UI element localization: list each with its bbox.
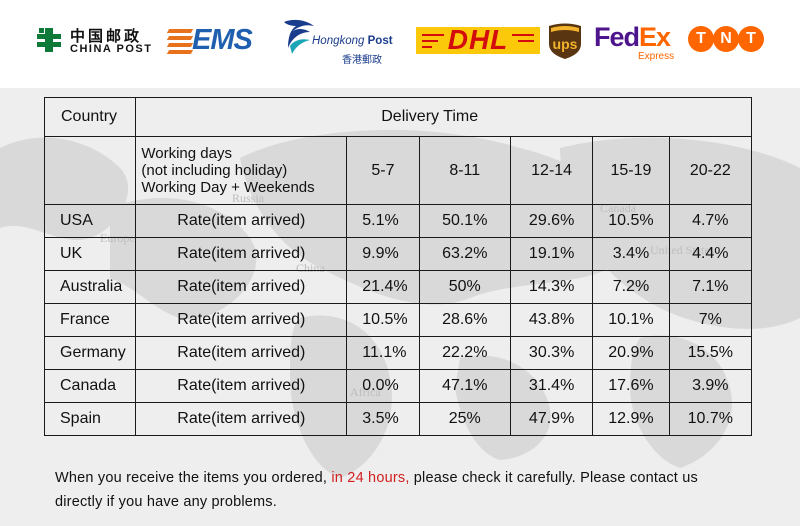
- rate-value-cell: 22.2%: [418, 336, 511, 370]
- country-cell: France: [43, 303, 137, 337]
- hongkong-post-chinese-name: 香港郵政: [342, 55, 382, 66]
- rate-value-cell: 7.2%: [592, 270, 670, 304]
- rate-value-cell: 25%: [418, 402, 511, 436]
- hongkong-post-logo: Hongkong Post 香港郵政: [280, 16, 393, 66]
- country-cell: USA: [43, 204, 137, 238]
- rate-value-cell: 0.0%: [346, 369, 420, 403]
- fedex-express-label: Express: [638, 51, 675, 62]
- rate-label-cell: Rate(item arrived): [135, 369, 348, 403]
- table-row: Germany Rate(item arrived) 11.1% 22.2% 30.3%…: [43, 336, 753, 370]
- rate-value-cell: 29.6%: [509, 204, 594, 238]
- fedex-wordmark: FedEx: [594, 22, 671, 52]
- hongkong-post-english-name: Hongkong Post: [312, 35, 393, 47]
- table-row: Canada Rate(item arrived) 0.0% 47.1% 31.4% 17…: [43, 369, 753, 403]
- rate-value-cell: 7%: [668, 303, 753, 337]
- rate-value-cell: 7.1%: [668, 270, 753, 304]
- rate-label-cell: Rate(item arrived): [135, 237, 348, 271]
- rate-value-cell: 4.7%: [668, 204, 753, 238]
- rate-label-cell: Rate(item arrived): [135, 336, 348, 370]
- range-header: 5-7: [346, 136, 420, 205]
- footer-line-2: directly if you have any problems.: [55, 494, 277, 510]
- footer-notice: When you receive the items you ordered, …: [55, 466, 775, 514]
- delivery-time-header: Delivery Time: [135, 97, 752, 137]
- country-cell: Canada: [43, 369, 137, 403]
- country-cell: Spain: [43, 402, 137, 436]
- rate-value-cell: 15.5%: [668, 336, 753, 370]
- rate-value-cell: 20.9%: [592, 336, 670, 370]
- rate-label-cell: Rate(item arrived): [135, 303, 348, 337]
- rate-value-cell: 4.4%: [668, 237, 753, 271]
- table-subheader-row: Working days (not including holiday) Wor…: [43, 136, 753, 205]
- tnt-letter-2: N: [713, 26, 739, 52]
- tnt-letter-3: T: [738, 26, 764, 52]
- rate-value-cell: 9.9%: [346, 237, 420, 271]
- rate-value-cell: 28.6%: [418, 303, 511, 337]
- range-header: 20-22: [668, 136, 753, 205]
- ups-wordmark: ups: [553, 36, 578, 52]
- rate-value-cell: 31.4%: [509, 369, 594, 403]
- rate-value-cell: 19.1%: [509, 237, 594, 271]
- china-post-emblem-icon: [37, 28, 61, 52]
- rate-value-cell: 43.8%: [509, 303, 594, 337]
- delivery-rate-table: Country Delivery Time Working days (not …: [43, 97, 753, 436]
- rate-value-cell: 3.4%: [592, 237, 670, 271]
- china-post-english-name: CHINA POST: [70, 43, 153, 55]
- rate-value-cell: 17.6%: [592, 369, 670, 403]
- rate-label-cell: Rate(item arrived): [135, 402, 348, 436]
- table-row: USA Rate(item arrived) 5.1% 50.1% 29.6% 10.5%…: [43, 204, 753, 238]
- country-cell: Germany: [43, 336, 137, 370]
- fedex-logo: FedEx Express: [594, 22, 684, 64]
- ems-wordmark: EMS: [192, 24, 253, 56]
- table-header-row: Country Delivery Time: [43, 97, 752, 137]
- ups-logo: ups: [548, 22, 582, 60]
- country-column-header: Country: [43, 97, 137, 137]
- rate-value-cell: 10.1%: [592, 303, 670, 337]
- rate-value-cell: 50.1%: [418, 204, 511, 238]
- rate-value-cell: 3.9%: [668, 369, 753, 403]
- rate-value-cell: 5.1%: [346, 204, 420, 238]
- china-post-logo: 中国邮政 CHINA POST: [36, 24, 161, 58]
- rate-value-cell: 47.9%: [509, 402, 594, 436]
- rate-value-cell: 50%: [418, 270, 511, 304]
- rate-value-cell: 10.5%: [592, 204, 670, 238]
- ups-shield-icon: ups: [549, 23, 581, 59]
- rate-value-cell: 10.7%: [668, 402, 753, 436]
- tnt-logo: T N T: [688, 26, 764, 54]
- dhl-wordmark: DHL: [447, 24, 509, 55]
- empty-header-cell: [43, 136, 137, 205]
- ems-speed-stripes-icon: [166, 29, 194, 57]
- carrier-logo-strip: 中国邮政 CHINA POST EMS Hongkong Post 香港郵政 D…: [0, 0, 800, 88]
- rate-value-cell: 12.9%: [592, 402, 670, 436]
- rate-value-cell: 47.1%: [418, 369, 511, 403]
- rate-value-cell: 10.5%: [346, 303, 420, 337]
- country-cell: Australia: [43, 270, 137, 304]
- tnt-letter-1: T: [688, 26, 714, 52]
- rate-value-cell: 11.1%: [346, 336, 420, 370]
- table-row: Australia Rate(item arrived) 21.4% 50% 14.3%…: [43, 270, 753, 304]
- footer-highlight: in 24 hours,: [331, 470, 410, 486]
- china-post-chinese-name: 中国邮政: [70, 27, 143, 45]
- table-row: UK Rate(item arrived) 9.9% 63.2% 19.1% 3.4% 4.…: [43, 237, 753, 271]
- footer-line-1: When you receive the items you ordered, …: [55, 470, 698, 486]
- range-header: 8-11: [418, 136, 511, 205]
- rate-value-cell: 21.4%: [346, 270, 420, 304]
- working-days-note: Working days (not including holiday) Wor…: [135, 136, 348, 205]
- country-cell: UK: [43, 237, 137, 271]
- range-header: 15-19: [592, 136, 670, 205]
- ems-logo: EMS: [166, 24, 262, 57]
- table-row: Spain Rate(item arrived) 3.5% 25% 47.9% 12.9%…: [43, 402, 753, 436]
- range-header: 12-14: [509, 136, 594, 205]
- table-body: USA Rate(item arrived) 5.1% 50.1% 29.6% 10.5%…: [43, 204, 753, 436]
- rate-value-cell: 63.2%: [418, 237, 511, 271]
- table-row: France Rate(item arrived) 10.5% 28.6% 43.8% 1…: [43, 303, 753, 337]
- rate-value-cell: 3.5%: [346, 402, 420, 436]
- hongkong-post-bird-icon: [284, 19, 314, 54]
- rate-label-cell: Rate(item arrived): [135, 270, 348, 304]
- rate-value-cell: 30.3%: [509, 336, 594, 370]
- rate-value-cell: 14.3%: [509, 270, 594, 304]
- dhl-logo: DHL: [416, 24, 540, 55]
- rate-label-cell: Rate(item arrived): [135, 204, 348, 238]
